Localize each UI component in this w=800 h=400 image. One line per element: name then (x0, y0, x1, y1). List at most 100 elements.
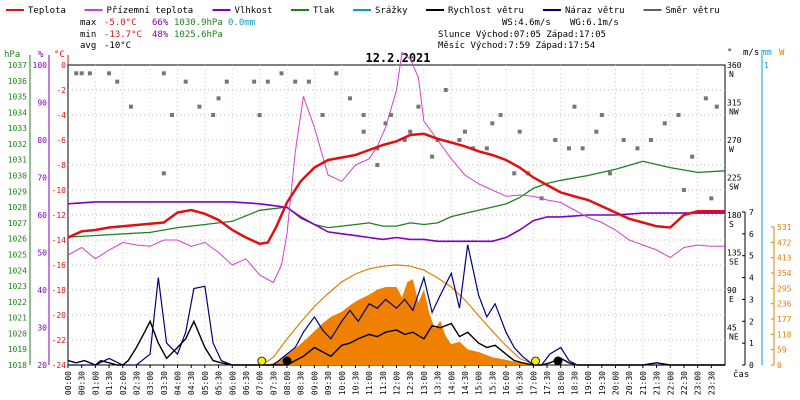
tick-label-percent: 60 (37, 211, 47, 220)
legend-label: Rychlost větru (448, 6, 524, 16)
tick-label-direction: 225 (727, 174, 742, 183)
x-tick-label: 17:00 (529, 371, 538, 395)
wind-direction-point (257, 113, 262, 117)
tick-label-direction: 315 (727, 99, 742, 108)
axis-label-w: W (779, 48, 785, 58)
tick-label-hpa: 1021 (8, 314, 27, 323)
tick-label-percent: 70 (37, 174, 47, 183)
wind-direction-point (635, 146, 640, 151)
tick-label-w: 59 (777, 346, 787, 355)
axis-label-percent: % (38, 50, 44, 60)
x-tick-label: 04:30 (187, 371, 196, 395)
info-ws: WS:4.6m/s (502, 18, 551, 28)
wind-direction-point (553, 138, 558, 142)
wind-direction-point (649, 138, 654, 142)
x-tick-label: 16:00 (502, 371, 511, 395)
tick-label-hpa: 1019 (8, 345, 27, 354)
tick-label-hpa: 1032 (8, 140, 27, 149)
wind-direction-point (265, 79, 270, 84)
axis-label-direction: ° (727, 48, 732, 58)
tick-label-celsius: -4 (56, 111, 66, 120)
tick-label-ms: 6 (749, 230, 754, 239)
tick-label-celsius: -8 (56, 161, 66, 170)
tick-label-hpa: 1026 (8, 235, 27, 244)
wind-direction-point (375, 163, 380, 167)
tick-label-ms: 3 (749, 295, 754, 304)
tick-label-celsius: -2 (56, 86, 66, 95)
wind-direction-point (599, 113, 604, 117)
tick-label-w: 413 (777, 254, 792, 263)
tick-label-hpa: 1036 (8, 77, 27, 86)
tick-label-ms: 0 (749, 361, 754, 370)
tick-label-hpa: 1031 (8, 156, 27, 165)
tick-label-hpa: 1027 (8, 219, 27, 228)
legend-label: Směr větru (666, 6, 720, 16)
x-tick-label: 09:00 (310, 371, 319, 395)
tick-label-celsius: -10 (52, 186, 67, 195)
wind-direction-point (279, 71, 284, 76)
x-tick-label: 21:00 (639, 371, 648, 395)
x-tick-label: 05:30 (215, 371, 224, 395)
stats-min-press: 1025.6hPa (174, 30, 223, 40)
temperature-line (67, 132, 725, 246)
tick-label-w: 472 (777, 238, 792, 247)
tick-label-direction-compass: SE (729, 258, 739, 267)
wind-direction-point (517, 129, 522, 134)
tick-label-celsius: -22 (52, 336, 67, 345)
tick-label-celsius: -12 (52, 211, 67, 220)
x-tick-label: 13:30 (434, 371, 443, 395)
tick-label-celsius: -18 (52, 286, 67, 295)
tick-label-percent: 20 (37, 361, 47, 370)
solar-radiation-series (267, 279, 537, 365)
tick-label-percent: 30 (37, 324, 47, 333)
axis-label-celsius: °C (54, 50, 65, 60)
stats-avg-label: avg (80, 41, 96, 51)
tick-label-direction: 45 (727, 324, 737, 333)
info-sun: Slunce Východ:07:05 Západ:17:05 (438, 30, 606, 40)
wind-direction-point (211, 113, 216, 117)
tick-label-hpa: 1035 (8, 93, 27, 102)
x-tick-label: 18:30 (570, 371, 579, 395)
tick-label-hpa: 1029 (8, 187, 27, 196)
tick-label-direction: 90 (727, 286, 737, 295)
x-tick-label: 01:30 (105, 371, 114, 395)
x-tick-label: 17:30 (543, 371, 552, 395)
wind-direction-point (74, 71, 79, 76)
x-tick-label: 22:30 (680, 371, 689, 395)
sun-moon-markers (257, 356, 563, 366)
wind-direction-point (183, 79, 188, 84)
wind-direction-point (690, 154, 695, 159)
x-tick-label: 09:30 (324, 371, 333, 395)
wind-direction-point (566, 146, 571, 151)
wind-direction-point (490, 121, 495, 126)
wind-direction-point (383, 121, 388, 126)
tick-label-hpa: 1022 (8, 298, 27, 307)
x-tick-label: 08:00 (283, 371, 292, 395)
wind-direction-point (320, 113, 325, 117)
wind-direction-point (170, 113, 175, 117)
humidity-line (67, 201, 725, 243)
stats-max-hum: 66% (152, 18, 169, 28)
tick-label-w: 177 (777, 315, 792, 324)
wind-direction-point (443, 88, 448, 92)
info-moon: Měsíc Východ:7:59 Západ:17:54 (438, 41, 595, 51)
wind-direction-point (216, 96, 221, 101)
x-tick-label: 06:00 (228, 371, 237, 395)
tick-label-hpa: 1024 (8, 266, 27, 275)
tick-label-celsius: -20 (52, 311, 67, 320)
x-tick-label: 21:30 (653, 371, 662, 395)
x-tick-label: 22:00 (666, 371, 675, 395)
x-tick-label: 20:00 (612, 371, 621, 395)
x-tick-label: 15:30 (488, 371, 497, 395)
wind-direction-point (402, 138, 407, 142)
x-axis: 00:00 00:30 01:00 01:30 02:00 02:30 03:00 03:30… (64, 365, 749, 395)
x-tick-label: 16:30 (516, 371, 525, 395)
x-tick-label: 02:30 (132, 371, 141, 395)
axis-label-ms: m/s (743, 48, 759, 58)
tick-label-direction-compass: NW (729, 108, 739, 117)
tick-label-direction-compass: SW (729, 183, 739, 192)
wind-direction-point (681, 188, 686, 192)
x-tick-label: 06:30 (242, 371, 251, 395)
moonset-marker (553, 356, 563, 366)
